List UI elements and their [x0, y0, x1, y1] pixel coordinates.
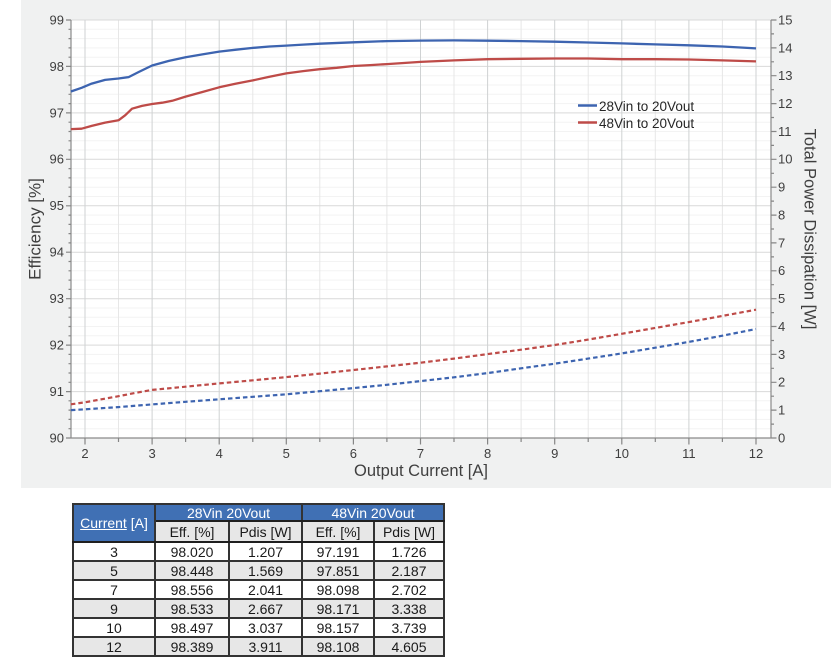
svg-text:98: 98: [50, 59, 64, 74]
svg-text:6: 6: [350, 446, 357, 461]
svg-text:93: 93: [50, 291, 64, 306]
svg-text:10: 10: [615, 446, 629, 461]
svg-text:92: 92: [50, 338, 64, 353]
svg-text:9: 9: [551, 446, 558, 461]
svg-text:5: 5: [778, 291, 785, 306]
svg-text:7: 7: [417, 446, 424, 461]
svg-text:2: 2: [81, 446, 88, 461]
svg-text:97: 97: [50, 105, 64, 120]
svg-text:1: 1: [778, 403, 785, 418]
svg-text:96: 96: [50, 152, 64, 167]
svg-text:94: 94: [50, 245, 64, 260]
svg-text:10: 10: [778, 152, 792, 167]
svg-text:7: 7: [778, 235, 785, 250]
svg-text:4: 4: [778, 319, 785, 334]
svg-text:11: 11: [682, 446, 696, 461]
svg-text:13: 13: [778, 68, 792, 83]
svg-text:95: 95: [50, 198, 64, 213]
svg-text:5: 5: [283, 446, 290, 461]
svg-text:11: 11: [778, 124, 792, 139]
svg-text:8: 8: [778, 208, 785, 223]
svg-text:Output Current [A]: Output Current [A]: [354, 462, 488, 480]
svg-text:48Vin to 20Vout: 48Vin to 20Vout: [599, 116, 694, 131]
svg-text:99: 99: [50, 12, 64, 27]
svg-text:3: 3: [148, 446, 155, 461]
svg-text:2: 2: [778, 375, 785, 390]
svg-text:12: 12: [749, 446, 763, 461]
svg-text:91: 91: [50, 384, 64, 399]
svg-text:9: 9: [778, 180, 785, 195]
svg-text:6: 6: [778, 263, 785, 278]
svg-text:4: 4: [216, 446, 223, 461]
svg-text:15: 15: [778, 12, 792, 27]
svg-text:12: 12: [778, 96, 792, 111]
svg-text:14: 14: [778, 40, 792, 55]
svg-text:3: 3: [778, 347, 785, 362]
svg-text:8: 8: [484, 446, 491, 461]
svg-text:0: 0: [778, 430, 785, 445]
svg-text:90: 90: [50, 430, 64, 445]
svg-text:28Vin to 20Vout: 28Vin to 20Vout: [599, 99, 694, 114]
svg-text:Efficiency [%]: Efficiency [%]: [26, 178, 45, 280]
svg-text:Total Power Dissipation [W]: Total Power Dissipation [W]: [801, 129, 819, 330]
